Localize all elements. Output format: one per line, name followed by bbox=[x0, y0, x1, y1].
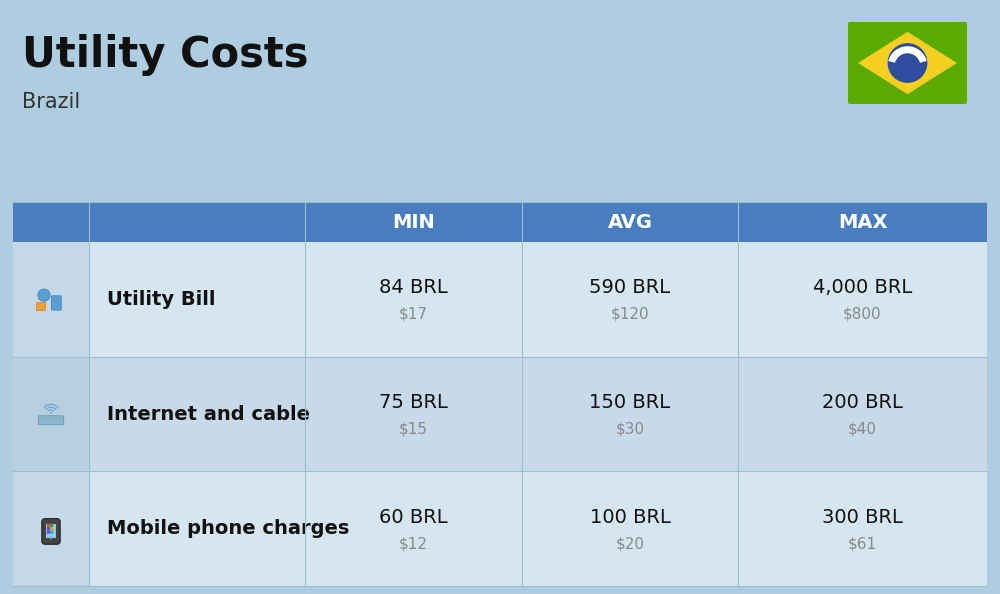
Text: 84 BRL: 84 BRL bbox=[379, 279, 448, 298]
FancyBboxPatch shape bbox=[13, 242, 89, 356]
Text: $20: $20 bbox=[616, 536, 644, 551]
Text: Brazil: Brazil bbox=[22, 92, 80, 112]
Polygon shape bbox=[858, 32, 957, 94]
Text: 75 BRL: 75 BRL bbox=[379, 393, 448, 412]
FancyBboxPatch shape bbox=[47, 527, 50, 530]
Text: $17: $17 bbox=[399, 307, 428, 322]
FancyBboxPatch shape bbox=[51, 296, 61, 310]
Text: 4,000 BRL: 4,000 BRL bbox=[813, 279, 912, 298]
Text: 150 BRL: 150 BRL bbox=[589, 393, 671, 412]
Circle shape bbox=[888, 43, 927, 83]
Text: 590 BRL: 590 BRL bbox=[589, 279, 671, 298]
FancyBboxPatch shape bbox=[36, 302, 45, 310]
FancyBboxPatch shape bbox=[13, 471, 89, 586]
Wedge shape bbox=[43, 404, 59, 409]
Circle shape bbox=[50, 538, 52, 539]
Text: Utility Bill: Utility Bill bbox=[107, 290, 216, 309]
Wedge shape bbox=[888, 46, 927, 63]
FancyBboxPatch shape bbox=[13, 356, 987, 471]
FancyBboxPatch shape bbox=[13, 202, 305, 242]
Wedge shape bbox=[46, 406, 56, 410]
Text: $12: $12 bbox=[399, 536, 428, 551]
Text: Utility Costs: Utility Costs bbox=[22, 34, 308, 76]
FancyBboxPatch shape bbox=[50, 527, 53, 530]
FancyBboxPatch shape bbox=[42, 519, 60, 544]
Text: MIN: MIN bbox=[392, 213, 435, 232]
FancyBboxPatch shape bbox=[38, 416, 64, 425]
Text: 100 BRL: 100 BRL bbox=[590, 508, 670, 527]
FancyBboxPatch shape bbox=[47, 524, 50, 527]
Text: MAX: MAX bbox=[838, 213, 887, 232]
FancyBboxPatch shape bbox=[13, 202, 987, 242]
Text: 300 BRL: 300 BRL bbox=[822, 508, 903, 527]
Text: $40: $40 bbox=[848, 422, 877, 437]
FancyBboxPatch shape bbox=[50, 524, 53, 527]
Circle shape bbox=[38, 289, 50, 301]
Circle shape bbox=[50, 412, 52, 413]
Wedge shape bbox=[48, 409, 54, 412]
Text: $15: $15 bbox=[399, 422, 428, 437]
FancyBboxPatch shape bbox=[13, 242, 987, 356]
FancyBboxPatch shape bbox=[50, 530, 53, 533]
Text: 60 BRL: 60 BRL bbox=[379, 508, 448, 527]
FancyBboxPatch shape bbox=[13, 356, 89, 471]
Text: $30: $30 bbox=[615, 422, 645, 437]
FancyBboxPatch shape bbox=[46, 524, 56, 538]
FancyBboxPatch shape bbox=[848, 22, 967, 104]
Text: $61: $61 bbox=[848, 536, 877, 551]
Text: AVG: AVG bbox=[608, 213, 652, 232]
Text: $800: $800 bbox=[843, 307, 882, 322]
Text: Mobile phone charges: Mobile phone charges bbox=[107, 519, 349, 538]
Text: Internet and cable: Internet and cable bbox=[107, 405, 310, 424]
FancyBboxPatch shape bbox=[13, 471, 987, 586]
FancyBboxPatch shape bbox=[47, 530, 50, 533]
Text: 200 BRL: 200 BRL bbox=[822, 393, 903, 412]
Text: $120: $120 bbox=[611, 307, 649, 322]
